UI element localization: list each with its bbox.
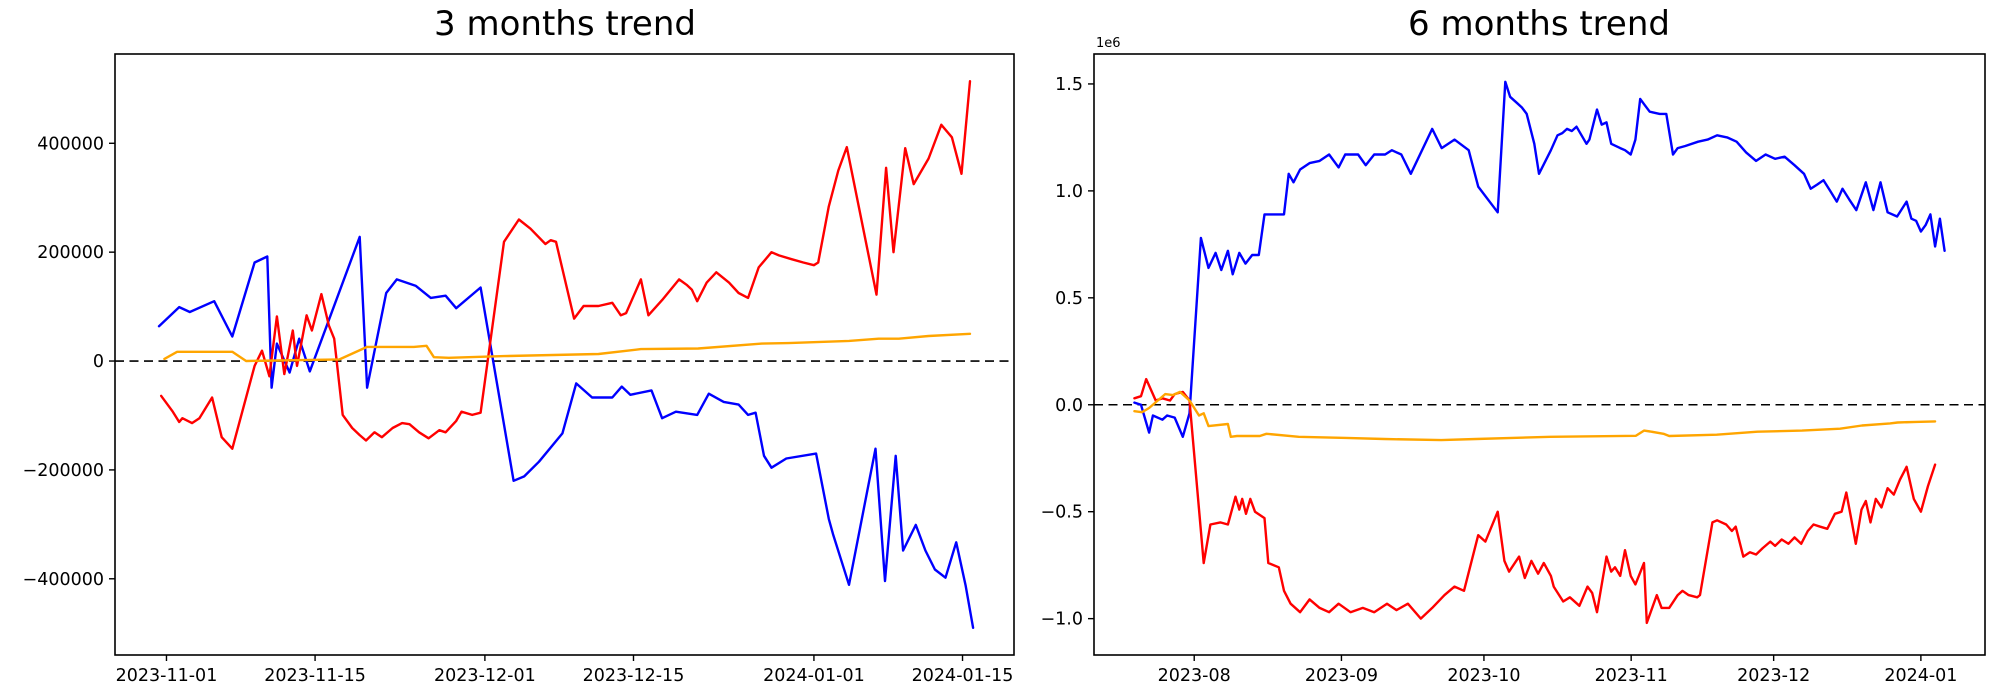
y-tick-label: −200000 (23, 461, 104, 481)
x-tick-label: 2023-09 (1305, 666, 1378, 686)
axes-frame (114, 53, 1015, 656)
y-tick-label: −1.0 (1041, 610, 1084, 630)
x-tick-label: 2023-10 (1447, 666, 1520, 686)
x-tick-label: 2023-12 (1737, 666, 1810, 686)
x-tick-label: 2024-01-01 (763, 666, 865, 686)
series-blue-line (157, 235, 975, 629)
chart-title-6-months: 6 months trend (1408, 4, 1670, 44)
x-tick-label: 2023-12-15 (583, 666, 685, 686)
chart-1: 2023-08 2023-09 2023-10 2023-11 2023-12 2024-… (1041, 36, 1986, 686)
y-axis-offset-label: 1e6 (1096, 36, 1121, 51)
y-tick-label: 1.5 (1055, 75, 1083, 95)
y-tick-label: 0.5 (1055, 289, 1083, 309)
axes-frame (1093, 53, 1986, 656)
x-tick-label: 2023-11 (1595, 666, 1668, 686)
x-tick-label: 2024-01 (1884, 666, 1957, 686)
y-tick-label: 1.0 (1055, 182, 1083, 202)
y-tick-label: −0.5 (1041, 503, 1084, 523)
series-red-line (159, 79, 972, 450)
y-tick-label: 0 (93, 352, 104, 372)
x-tick-label: 2023-11-15 (264, 666, 366, 686)
series-red-line (1133, 377, 1937, 625)
series-orange-line (163, 332, 972, 363)
y-tick-label: 200000 (37, 243, 104, 263)
chart-0: 2023-11-01 2023-11-15 2023-12-01 2023-12-15… (23, 53, 1015, 686)
y-tick-label: 400000 (37, 134, 104, 154)
x-tick-label: 2023-11-01 (116, 666, 218, 686)
y-tick-label: 0.0 (1055, 396, 1083, 416)
series-blue-line (1133, 80, 1946, 438)
x-tick-label: 2023-12-01 (434, 666, 536, 686)
x-tick-label: 2024-01-15 (912, 666, 1014, 686)
series-orange-line (1133, 390, 1937, 442)
chart-title-3-months: 3 months trend (434, 4, 696, 44)
y-tick-label: −400000 (23, 570, 104, 590)
x-tick-label: 2023-08 (1158, 666, 1231, 686)
